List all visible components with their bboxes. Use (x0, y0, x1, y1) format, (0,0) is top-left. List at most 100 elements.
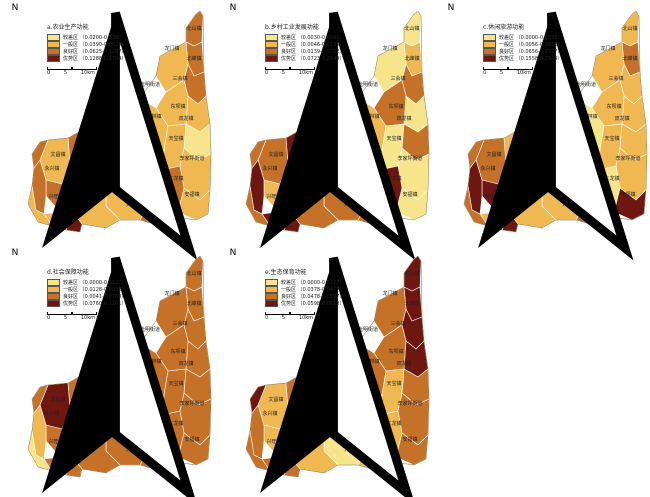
town-label: 龙门镇 (600, 45, 615, 52)
town-label: 文昌镇 (50, 396, 65, 403)
town-label: 东坝镇 (388, 103, 403, 110)
legend-label: 优势区 （0.1558-0.2544） (499, 56, 563, 62)
north-arrow-icon: N (8, 4, 198, 261)
town-label: 北峰镇 (186, 55, 201, 62)
town-label: 光明街道 (358, 326, 378, 333)
map-legend: b.乡村工业发展功能 较差区 （0.0030-0.0045） 一般区 （0.0046… (265, 24, 344, 62)
scale-label: 0 (47, 70, 51, 76)
town-label: 文昌镇 (268, 396, 283, 403)
legend-label: 良好区 （0.0139-0.0722） (281, 49, 345, 55)
map-legend: d.社会保障功能 较差区 （0.0000-0.0127） 一般区 （0.0128-0… (47, 269, 126, 307)
legend-label: 良好区 （0.0656-0.1557） (499, 49, 563, 55)
scale-label: 5 (63, 70, 68, 76)
legend-item: 优势区 （0.0760-0.1161） (47, 300, 126, 307)
legend-item: 较差区 （0.0000-0.0277） (265, 279, 344, 286)
town-label: 二龙镇 (604, 175, 619, 182)
scale-label: 0 (483, 70, 487, 76)
town-label: 龙门镇 (164, 290, 179, 297)
map-legend: a.农业生产功能 较差区 （0.0200-0.0390） 一般区 （0.0390-0… (47, 24, 126, 62)
town-label: 松林镇 (364, 358, 379, 365)
town-label: 二龙镇 (386, 175, 401, 182)
town-label: 李家坪街道 (397, 155, 422, 162)
scale-label: 0 (265, 70, 269, 76)
map-panel-5: 龙门镇三会镇东坝镇天宝镇李家坪街道光明街道松林镇八一街道环城街道金龙坪镇凤城街道… (218, 245, 433, 497)
legend-label: 一般区 （0.0056-0.0656） (499, 42, 563, 48)
north-label: N (229, 3, 237, 13)
town-label: 天宝镇 (604, 135, 619, 142)
town-label: 李家坪街道 (615, 155, 640, 162)
scale-bar: 0 5 10km (47, 311, 107, 321)
scale-label: 10km (80, 315, 95, 321)
legend-swatch (265, 48, 278, 55)
legend-swatch (265, 293, 278, 300)
town-label: 东坝镇 (170, 103, 185, 110)
map-panel-1: 龙门镇三会镇东坝镇天宝镇李家坪街道光明街道松林镇八一街道环城街道金龙坪镇凤城街道… (0, 0, 215, 261)
legend-item: 较差区 （0.0030-0.0045） (265, 34, 344, 41)
town-label: 安福镇 (402, 191, 417, 198)
town-label: 北峰镇 (404, 55, 419, 62)
north-label: N (447, 3, 455, 13)
legend-label: 较差区 （0.0000-0.0277） (281, 280, 345, 286)
scale-bar: 0 5 10km (483, 66, 543, 76)
legend-label: 良好区 （0.0041-0.0759） (63, 294, 127, 300)
legend-swatch (265, 286, 278, 293)
town-label: 东坝镇 (170, 348, 185, 355)
town-label: 东坝镇 (606, 103, 621, 110)
town-label: 双龙镇 (396, 360, 411, 367)
legend-label: 一般区 （0.0046-0.0139） (281, 42, 345, 48)
town-label: 兴旺镇 (48, 193, 63, 200)
town-label: 东坝镇 (388, 348, 403, 355)
town-label: 安福镇 (620, 191, 635, 198)
town-label: 三会镇 (608, 75, 623, 82)
scale-bar: 0 5 10km (265, 66, 325, 76)
legend-swatch (47, 48, 60, 55)
legend-swatch (265, 279, 278, 286)
town-label: 北山镇 (622, 25, 637, 32)
legend-swatch (47, 300, 60, 307)
north-label: N (229, 248, 237, 258)
town-label: 兴旺镇 (484, 193, 499, 200)
legend-title: c.休闲旅游功能 (483, 24, 525, 31)
town-label: 松林镇 (146, 113, 161, 120)
town-label: 松林镇 (146, 358, 161, 365)
north-arrow-icon: N (226, 248, 413, 497)
map-panel-2: 龙门镇三会镇东坝镇天宝镇李家坪街道光明街道松林镇八一街道环城街道金龙坪镇凤城街道… (218, 0, 433, 261)
map-legend: c.休闲旅游功能 较差区 （0.0000-0.0055） 一般区 （0.0056-0… (483, 24, 562, 62)
legend-label: 良好区 （0.0478-0.0597） (281, 294, 345, 300)
legend-item: 一般区 （0.0046-0.0139） (265, 41, 344, 48)
scale-label: 0 (265, 315, 269, 321)
town-label: 光明街道 (576, 81, 596, 88)
legend-swatch (47, 293, 60, 300)
town-label: 北峰镇 (622, 55, 637, 62)
town-label: 天宝镇 (168, 135, 183, 142)
town-label: 松林镇 (582, 113, 597, 120)
legend-swatch (265, 41, 278, 48)
map-panel-4: 龙门镇三会镇东坝镇天宝镇李家坪街道光明街道松林镇八一街道环城街道金龙坪镇凤城街道… (0, 245, 215, 497)
legend-label: 一般区 （0.0128-0.0038） (63, 287, 127, 293)
north-label: N (11, 248, 19, 258)
legend-item: 良好区 （0.0478-0.0597） (265, 293, 344, 300)
town-label: 双龙镇 (178, 115, 193, 122)
legend-title: e.生态保育功能 (265, 269, 307, 276)
town-label: 北峰镇 (404, 300, 419, 307)
town-label: 永兴镇 (262, 165, 277, 172)
legend-label: 较差区 （0.0000-0.0127） (63, 280, 127, 286)
legend-swatch (47, 55, 60, 62)
town-label: 龙门镇 (164, 45, 179, 52)
legend-item: 良好区 （0.0041-0.0759） (47, 293, 126, 300)
legend-label: 较差区 （0.0030-0.0045） (281, 35, 345, 41)
town-label: 龙门镇 (382, 45, 397, 52)
town-label: 兴旺镇 (48, 438, 63, 445)
legend-label: 优势区 （0.0760-0.1161） (63, 301, 127, 307)
legend-swatch (265, 300, 278, 307)
town-label: 天宝镇 (386, 135, 401, 142)
legend-item: 优势区 （0.0598-0.0618） (265, 300, 344, 307)
legend-label: 优势区 （0.0598-0.0618） (281, 301, 345, 307)
scale-label: 10km (298, 315, 313, 321)
town-label: 光明街道 (140, 81, 160, 88)
legend-swatch (47, 286, 60, 293)
town-label: 文昌镇 (486, 151, 501, 158)
scale-label: 5 (281, 315, 286, 321)
scale-label: 10km (80, 70, 95, 76)
